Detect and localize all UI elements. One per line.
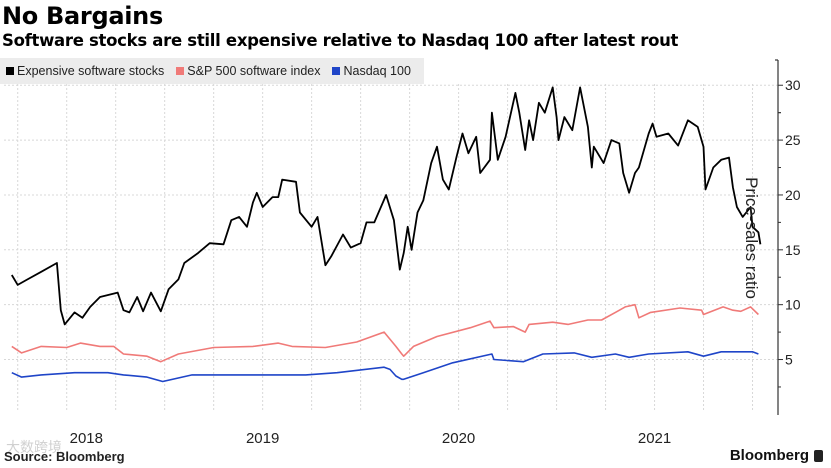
- y-tick-label: 30: [785, 77, 801, 93]
- legend-item-nasdaq-100: Nasdaq 100: [332, 64, 411, 78]
- series-lines: [11, 86, 762, 383]
- y-tick-label: 20: [785, 187, 801, 203]
- x-axis-labels: 2018 2019 2020 2021: [70, 430, 672, 447]
- x-tick-label: 2021: [638, 430, 671, 447]
- legend-item-expensive-software: Expensive software stocks: [6, 64, 164, 78]
- chart-title: No Bargains: [2, 2, 163, 30]
- y-tick-label: 10: [785, 297, 801, 313]
- y-axis: 5 10 15 20 25 30: [775, 59, 801, 415]
- x-tick-label: 2018: [70, 430, 103, 447]
- x-tick-label: 2019: [246, 430, 279, 447]
- legend-label: Nasdaq 100: [343, 64, 411, 78]
- legend-label: Expensive software stocks: [17, 64, 165, 78]
- chart-subtitle: Software stocks are still expensive rela…: [2, 31, 679, 50]
- legend: Expensive software stocks S&P 500 softwa…: [0, 58, 424, 84]
- legend-swatch-blue: [332, 67, 341, 75]
- watermark: 大数跨境: [6, 440, 62, 456]
- brand-label: Bloomberg: [729, 447, 809, 464]
- bloomberg-terminal-icon: [814, 449, 823, 462]
- series-line-nasdaq-100: [11, 351, 759, 383]
- legend-label: S&P 500 software index: [187, 64, 321, 78]
- series-line-s-p-500-software-index: [11, 303, 759, 363]
- y-axis-title: Price-sales ratio: [742, 177, 761, 299]
- y-tick-label: 5: [785, 352, 793, 368]
- legend-swatch-black: [6, 67, 14, 75]
- y-tick-label: 25: [785, 132, 801, 148]
- legend-swatch-red: [176, 67, 185, 75]
- x-tick-label: 2020: [442, 430, 475, 447]
- source-note: Source: Bloomberg: [4, 449, 125, 464]
- grid: [4, 84, 778, 410]
- bloomberg-logo: Bloomberg: [730, 447, 823, 464]
- series-line-expensive-software-stocks: [11, 86, 762, 326]
- y-tick-label: 15: [785, 242, 801, 258]
- legend-item-sp500-software: S&P 500 software index: [176, 64, 320, 78]
